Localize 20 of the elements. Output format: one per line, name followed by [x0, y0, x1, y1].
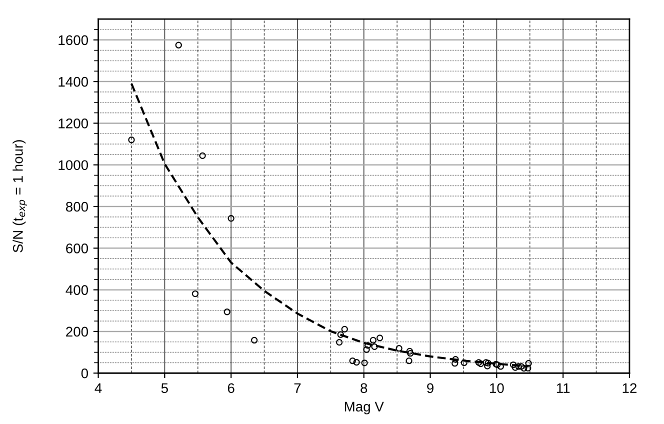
x-tick-label: 9	[427, 383, 434, 394]
y-tick-label: 200	[66, 326, 88, 337]
x-tick-label: 6	[228, 383, 234, 394]
x-tick-label: 12	[622, 383, 636, 393]
y-tick-label: 800	[66, 202, 88, 212]
y-tick-label: 1400	[58, 76, 88, 87]
x-tick-label: 10	[490, 383, 504, 394]
x-axis-title: Mag V	[344, 402, 384, 414]
x-tick-label: 11	[556, 383, 570, 393]
y-tick-label: 1000	[58, 160, 88, 170]
x-tick-label: 4	[94, 383, 102, 393]
y-axis-title: S/N (t$_{exp}$ = 1 hour)	[12, 140, 28, 252]
y-tick-label: 1200	[58, 118, 88, 128]
y-tick-label: 400	[66, 285, 88, 295]
x-tick-label: 5	[161, 383, 168, 394]
x-tick-label: 8	[360, 383, 368, 394]
y-tick-label: 0	[81, 368, 88, 378]
x-tick-label: 7	[294, 383, 301, 393]
y-tick-label: 1600	[58, 35, 88, 46]
y-tick-label: 600	[66, 244, 88, 254]
